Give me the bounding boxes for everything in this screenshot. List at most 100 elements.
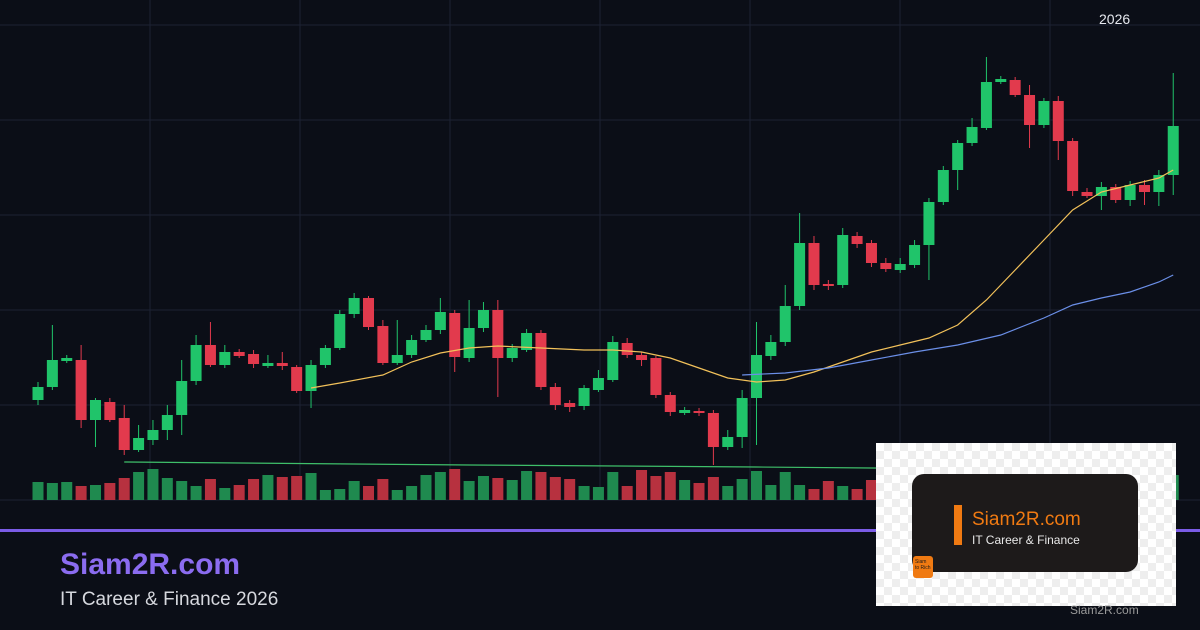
volume-bar <box>449 469 461 500</box>
candle-body <box>650 358 662 395</box>
candle-body <box>161 415 173 430</box>
candle-body <box>564 403 576 407</box>
candle-body <box>449 313 461 357</box>
volume-bar <box>808 489 820 500</box>
candle-body <box>664 395 676 412</box>
candle-body <box>621 343 633 355</box>
candle-body <box>995 79 1007 82</box>
candle-body <box>808 243 820 285</box>
candle-body <box>262 363 274 366</box>
volume-bar <box>463 481 475 500</box>
candle-body <box>248 354 260 364</box>
volume-bar <box>219 488 231 500</box>
volume-bar <box>736 479 748 500</box>
candle-body <box>549 387 561 405</box>
volume-bar <box>190 486 202 500</box>
volume-bar <box>61 482 73 500</box>
badge-bottom: to Rich <box>915 565 931 571</box>
volume-bar <box>535 472 547 500</box>
volume-bar <box>420 475 432 500</box>
candle-body <box>607 342 619 380</box>
volume-bar <box>334 489 346 500</box>
candle-body <box>147 430 159 440</box>
candle-body <box>923 202 935 245</box>
volume-bar <box>75 486 87 500</box>
candle-body <box>219 352 231 365</box>
volume-bar <box>592 487 604 500</box>
volume-bar <box>391 490 403 500</box>
candle-body <box>1110 187 1122 200</box>
volume-bar <box>794 485 806 500</box>
candle-body <box>133 438 145 450</box>
candle-body <box>636 355 648 360</box>
candle-body <box>1153 175 1165 192</box>
badge-top: Siam <box>915 559 927 565</box>
candle-body <box>492 310 504 358</box>
candle-body <box>952 143 964 170</box>
volume-bar <box>492 478 504 500</box>
volume-bar <box>147 469 159 500</box>
candle-body <box>334 314 346 348</box>
candle-body <box>176 381 188 415</box>
volume-bar <box>765 485 777 500</box>
candle-body <box>118 418 130 450</box>
volume-bar <box>233 485 245 500</box>
candle-body <box>1024 95 1036 125</box>
candle-body <box>61 358 73 361</box>
volume-bar <box>477 476 489 500</box>
volume-bar <box>564 479 576 500</box>
candle-body <box>751 355 762 398</box>
candle-body <box>434 312 446 330</box>
candle-body <box>477 310 489 328</box>
volume-bar <box>707 477 719 500</box>
logo-overlay: Siam2R.com IT Career & Finance Siam to R… <box>876 443 1176 606</box>
candle-body <box>363 298 375 327</box>
candle-body <box>736 398 748 437</box>
volume-bar <box>607 472 619 500</box>
logo-subtitle: IT Career & Finance <box>972 533 1080 547</box>
candle-body <box>966 127 978 143</box>
candle-body <box>1124 185 1136 200</box>
volume-bar <box>176 481 188 500</box>
candle-body <box>463 328 475 358</box>
candle-body <box>506 348 518 358</box>
moving-average <box>310 169 1174 389</box>
candle-body <box>794 243 806 306</box>
volume-bar <box>133 472 145 500</box>
volume-bar <box>161 478 173 500</box>
candle-body <box>89 400 101 420</box>
volume-bar <box>319 490 331 500</box>
candle-body <box>707 413 719 447</box>
candle-body <box>837 235 849 285</box>
brand: Siam2R.com <box>60 548 241 581</box>
volume-bar <box>377 479 389 500</box>
candle-body <box>851 236 863 244</box>
candle-body <box>592 378 604 390</box>
volume-bar <box>291 476 303 500</box>
watermark: Siam2R.com <box>1070 603 1139 617</box>
candle-body <box>1167 126 1179 175</box>
volume-bar <box>104 483 116 500</box>
volume-bar <box>248 479 260 500</box>
candle-body <box>1038 101 1050 125</box>
candle-body <box>204 345 216 365</box>
candle-body <box>578 388 590 406</box>
candle-body <box>190 345 202 381</box>
candle-body <box>46 360 58 387</box>
volume-bar <box>32 482 44 500</box>
candle-body <box>693 411 705 413</box>
volume-bar <box>822 481 834 500</box>
candle-body <box>1081 192 1093 196</box>
volume-bar <box>779 472 791 500</box>
candle-body <box>406 340 418 355</box>
candle-body <box>865 243 877 263</box>
candle-body <box>305 365 317 391</box>
candle-body <box>1067 141 1079 191</box>
volume-bar <box>434 472 446 500</box>
candle-body <box>980 82 992 128</box>
candle-body <box>909 245 921 265</box>
volume-bar <box>262 475 274 500</box>
volume-bar <box>549 477 561 500</box>
candle-body <box>276 363 288 366</box>
